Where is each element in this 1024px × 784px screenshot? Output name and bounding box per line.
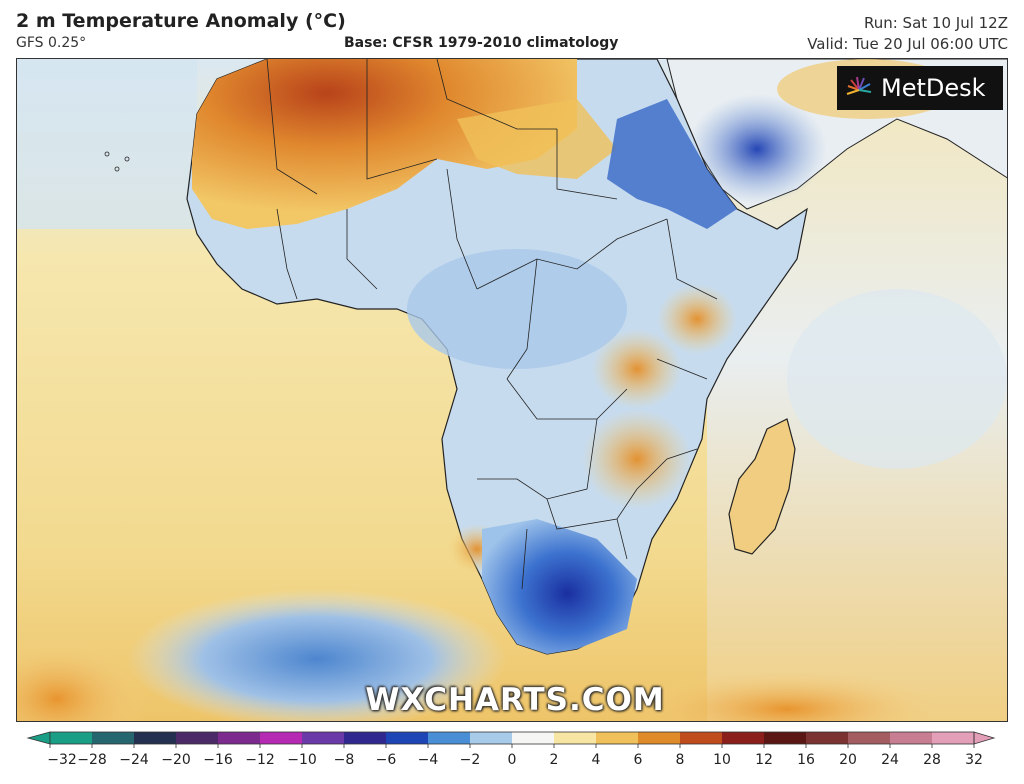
colorbar-tick-label: −8 [334,752,355,768]
colorbar-segment [218,732,261,744]
logo-text: MetDesk [881,74,986,102]
anomaly-map [16,58,1008,722]
colorbar-segment [50,732,93,744]
map-canvas [17,59,1007,721]
colorbar-segment [260,732,303,744]
colorbar-segment [512,732,555,744]
colorbar-tick-label: 4 [592,752,601,768]
colorbar-tick-label: −24 [119,752,149,768]
colorbar-tick-label: −32 [47,752,77,768]
valid-time-label: Valid: Tue 20 Jul 06:00 UTC [807,35,1008,53]
ethiopia-warm-area [657,284,737,354]
colorbar: −32 −28 −24 −20 −16 −12 −10 −8 −6 −4 −2 0 2 4 6 8 10 12 16… [26,731,996,768]
model-label: GFS 0.25° [16,35,87,51]
watermark: WXCHARTS.COM [365,682,665,718]
colorbar-tick-label: −28 [77,752,107,768]
run-time-label: Run: Sat 10 Jul 12Z [863,14,1008,32]
red-sea-cold-area [687,94,827,204]
colorbar-tick-label: 20 [839,752,857,768]
southeast-warm-area [627,669,947,721]
colorbar-tick-label: 32 [965,752,983,768]
colorbar-tick-label: −10 [287,752,317,768]
colorbar-tick-label: −6 [376,752,397,768]
colorbar-segment [386,732,429,744]
colorbar-arrow-low [26,731,51,745]
colorbar-tick-label: −16 [203,752,233,768]
lake-victoria-warm-area [592,329,682,409]
sunburst-icon [846,76,872,95]
south-atlantic-cool-area [127,589,507,721]
south-africa-cold-area [482,519,637,654]
colorbar-tick-label: 28 [923,752,941,768]
colorbar-tick-label: −4 [418,752,439,768]
southwest-warm-area [17,639,147,721]
colorbar-tick-label: −2 [460,752,481,768]
colorbar-segment [806,732,849,744]
colorbar-segment [764,732,807,744]
colorbar-segment [848,732,891,744]
egypt-warm-area [457,99,617,179]
base-climatology-label: Base: CFSR 1979-2010 climatology [344,35,619,51]
north-atlantic-cool [17,59,197,229]
indian-ocean-neutral-area [787,289,1007,469]
colorbar-segment [680,732,723,744]
colorbar-segment [92,732,135,744]
colorbar-segment [722,732,765,744]
colorbar-segment [134,732,177,744]
colorbar-segment [302,732,345,744]
colorbar-segment [176,732,219,744]
colorbar-tick-label: 12 [755,752,773,768]
colorbar-segment [638,732,681,744]
colorbar-tick-label: −12 [245,752,275,768]
country-borders [266,59,718,590]
colorbar-segment [428,732,471,744]
colorbar-tick-label: 24 [881,752,899,768]
tanzania-warm-area [582,409,692,509]
colorbar-tick-label: 10 [713,752,731,768]
colorbar-arrow-high [973,731,996,745]
colorbar-tick-label: −20 [161,752,191,768]
colorbar-segment [890,732,933,744]
colorbar-tick-label: 0 [508,752,517,768]
colorbar-segment [596,732,639,744]
map-title: 2 m Temperature Anomaly (°C) [16,10,346,32]
colorbar-segment [470,732,513,744]
colorbar-tick-label: 2 [550,752,559,768]
sudan-cold-area [607,99,737,229]
madagascar [728,418,796,555]
colorbar-segment [554,732,597,744]
colorbar-segment [344,732,387,744]
sahara-warm-area [192,59,577,229]
colorbar-segment [932,732,975,744]
colorbar-tick-label: 16 [797,752,815,768]
colorbar-tick-label: 6 [634,752,643,768]
metdesk-logo: MetDesk [837,66,1003,110]
cape-verde-islands [104,151,130,172]
colorbar-tick-label: 8 [676,752,685,768]
central-africa-cool-area [407,249,627,369]
